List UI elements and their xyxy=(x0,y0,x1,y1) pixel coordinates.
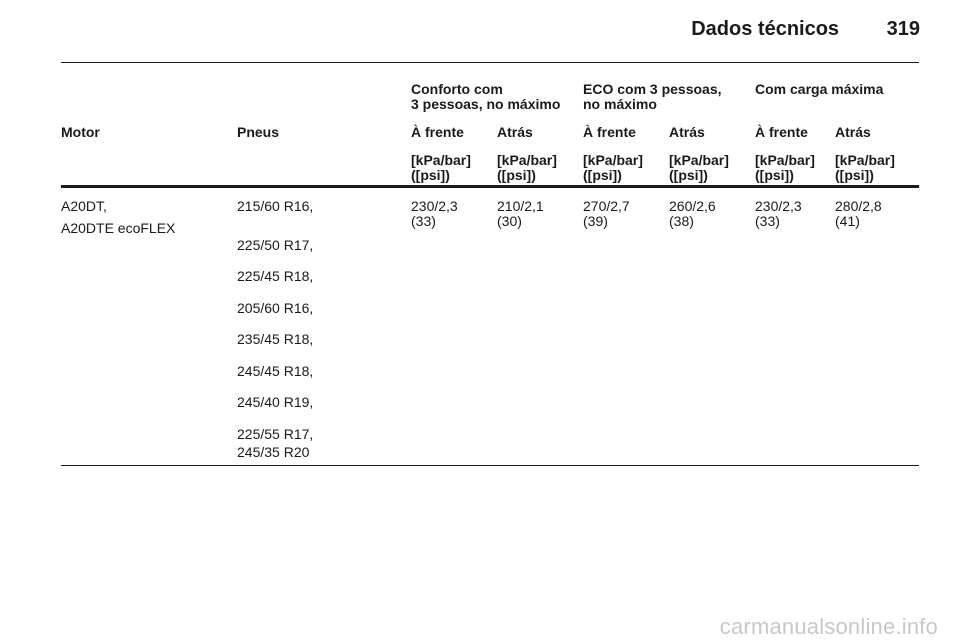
pressure-value: 230/2,3 (33) xyxy=(755,198,802,229)
unit-label: [kPa/bar] ([psi]) xyxy=(583,152,643,183)
table-header-divider xyxy=(61,185,919,188)
tire-size: 205/60 R16, xyxy=(237,300,314,316)
pressure-value: 260/2,6 (38) xyxy=(669,198,716,229)
column-header-rear: Atrás xyxy=(497,124,533,140)
table-bottom-rule xyxy=(61,465,919,466)
engine-cell: A20DT, A20DTE ecoFLEX xyxy=(61,198,176,236)
group-header-comfort: Conforto com 3 pessoas, no máximo xyxy=(411,81,561,112)
unit-label: [kPa/bar] ([psi]) xyxy=(669,152,729,183)
tire-size: 245/40 R19, xyxy=(237,394,314,410)
group-header-max-load: Com carga máxima xyxy=(755,81,884,97)
tire-size: 245/45 R18, xyxy=(237,363,314,379)
page-header: Dados técnicos 319 xyxy=(691,18,920,41)
page-number: 319 xyxy=(886,18,920,40)
tire-size: 245/35 R20 xyxy=(237,444,310,460)
pressure-value: 230/2,3 (33) xyxy=(411,198,458,229)
pressure-value: 280/2,8 (41) xyxy=(835,198,882,229)
tire-size: 225/45 R18, xyxy=(237,268,314,284)
unit-label: [kPa/bar] ([psi]) xyxy=(835,152,895,183)
tire-size: 225/50 R17, xyxy=(237,237,314,253)
watermark: carmanualsonline.info xyxy=(719,614,938,639)
column-header-motor: Motor xyxy=(61,124,100,140)
column-header-front: À frente xyxy=(583,124,636,140)
page-title: Dados técnicos xyxy=(691,18,840,40)
header-divider xyxy=(61,62,919,63)
column-header-front: À frente xyxy=(411,124,464,140)
group-header-eco: ECO com 3 pessoas, no máximo xyxy=(583,81,722,112)
column-header-pneus: Pneus xyxy=(237,124,280,140)
tire-size: 215/60 R16, xyxy=(237,198,314,214)
tire-size: 235/45 R18, xyxy=(237,331,314,347)
pressure-value: 210/2,1 (30) xyxy=(497,198,544,229)
unit-label: [kPa/bar] ([psi]) xyxy=(755,152,815,183)
column-header-rear: Atrás xyxy=(669,124,705,140)
unit-label: [kPa/bar] ([psi]) xyxy=(497,152,557,183)
tire-size: 225/55 R17, xyxy=(237,426,314,442)
pressure-value: 270/2,7 (39) xyxy=(583,198,630,229)
column-header-front: À frente xyxy=(755,124,808,140)
column-header-rear: Atrás xyxy=(835,124,871,140)
unit-label: [kPa/bar] ([psi]) xyxy=(411,152,471,183)
